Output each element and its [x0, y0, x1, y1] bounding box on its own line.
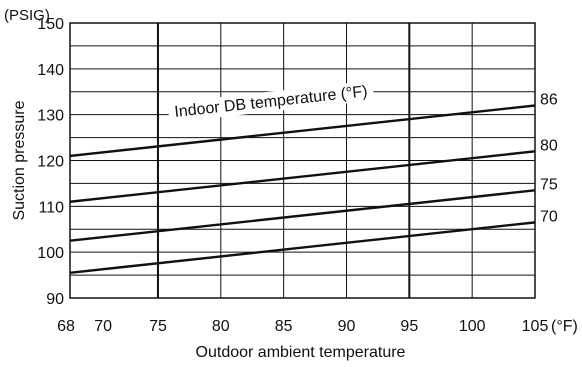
y-tick-label: 130 [37, 108, 64, 125]
x-axis-title: Outdoor ambient temperature [196, 344, 406, 361]
y-tick-label: 140 [37, 62, 64, 79]
y-unit-label: (PSIG) [4, 7, 50, 24]
x-tick-label: 85 [275, 318, 293, 335]
x-tick-label: 95 [400, 318, 418, 335]
x-tick-labels: 68 70 75 80 85 90 95 100 105 [57, 318, 548, 335]
annotation-background [167, 80, 375, 123]
series-label-86: 86 [540, 92, 558, 109]
series-line-70 [69, 221, 536, 274]
series-line-75 [69, 189, 536, 242]
series-line-80 [69, 150, 536, 203]
x-tick-label: 80 [212, 318, 230, 335]
y-tick-label: 120 [37, 154, 64, 171]
y-tick-labels: 90 100 110 120 130 140 150 [37, 16, 64, 308]
series-line-86 [69, 104, 536, 158]
y-tick-label: 150 [37, 16, 64, 33]
x-tick-label: 90 [338, 318, 356, 335]
x-unit-label: (°F) [551, 318, 578, 335]
series-label-80: 80 [540, 137, 558, 154]
annotation-label: Indoor DB temperature (°F) [174, 83, 369, 121]
series-label-70: 70 [540, 208, 558, 225]
x-tick-label: 68 [57, 318, 75, 335]
series-labels: 86 80 75 70 [540, 92, 558, 226]
x-tick-label: 70 [94, 318, 112, 335]
x-tick-label: 75 [149, 318, 167, 335]
grid [69, 22, 536, 299]
y-tick-label: 90 [46, 291, 64, 308]
y-tick-label: 100 [37, 245, 64, 262]
plot-frame [69, 22, 536, 299]
series-lines [69, 104, 536, 274]
y-tick-label: 110 [38, 199, 64, 216]
y-axis-title: Suction pressure [11, 100, 28, 220]
x-tick-label: 100 [459, 318, 486, 335]
series-label-75: 75 [540, 176, 558, 193]
x-tick-label: 105 [522, 318, 549, 335]
